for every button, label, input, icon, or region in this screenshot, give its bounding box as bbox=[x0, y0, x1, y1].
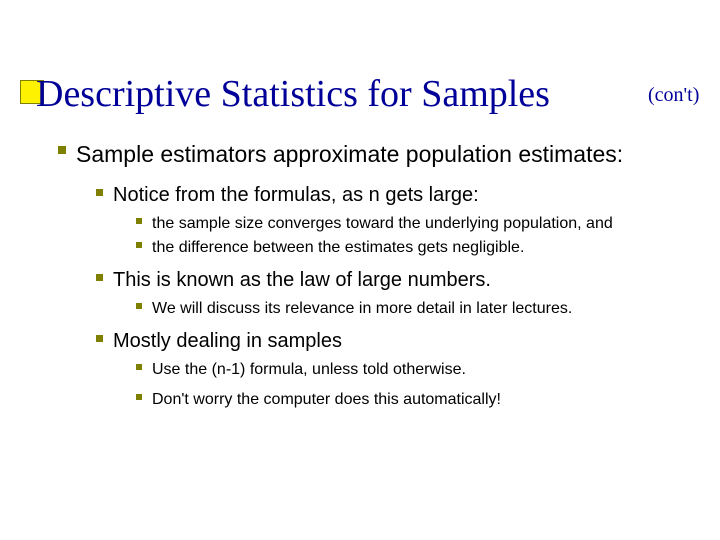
level3-text: Use the (n-1) formula, unless told other… bbox=[152, 360, 690, 380]
square-bullet-icon bbox=[136, 394, 142, 400]
bullet-level3: Don't worry the computer does this autom… bbox=[136, 390, 690, 410]
content-area: Sample estimators approximate population… bbox=[58, 140, 690, 414]
level2-text: This is known as the law of large number… bbox=[113, 268, 690, 293]
level2-text: Mostly dealing in samples bbox=[113, 329, 690, 354]
square-bullet-icon bbox=[136, 242, 142, 248]
bullet-level3: Use the (n-1) formula, unless told other… bbox=[136, 360, 690, 380]
bullet-level3: the difference between the estimates get… bbox=[136, 238, 690, 258]
square-bullet-icon bbox=[136, 218, 142, 224]
bullet-level3: We will discuss its relevance in more de… bbox=[136, 299, 690, 319]
level3-text: We will discuss its relevance in more de… bbox=[152, 299, 690, 319]
bullet-level2: Mostly dealing in samples bbox=[96, 329, 690, 354]
square-bullet-icon bbox=[96, 189, 103, 196]
square-bullet-icon bbox=[58, 146, 66, 154]
square-bullet-icon bbox=[136, 303, 142, 309]
square-bullet-icon bbox=[96, 274, 103, 281]
level1-text: Sample estimators approximate population… bbox=[76, 140, 690, 169]
square-bullet-icon bbox=[136, 364, 142, 370]
bullet-level2: Notice from the formulas, as n gets larg… bbox=[96, 183, 690, 208]
level3-text: the difference between the estimates get… bbox=[152, 238, 690, 258]
level3-text: the sample size converges toward the und… bbox=[152, 214, 690, 234]
bullet-level1: Sample estimators approximate population… bbox=[58, 140, 690, 169]
slide-title-suffix: (con't) bbox=[648, 84, 699, 107]
level3-text: Don't worry the computer does this autom… bbox=[152, 390, 690, 410]
bullet-level3: the sample size converges toward the und… bbox=[136, 214, 690, 234]
slide-title: Descriptive Statistics for Samples bbox=[36, 72, 550, 116]
square-bullet-icon bbox=[96, 335, 103, 342]
bullet-level2: This is known as the law of large number… bbox=[96, 268, 690, 293]
level2-text: Notice from the formulas, as n gets larg… bbox=[113, 183, 690, 208]
